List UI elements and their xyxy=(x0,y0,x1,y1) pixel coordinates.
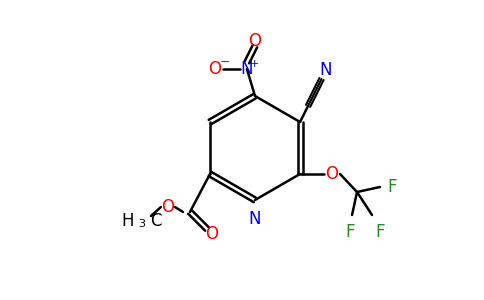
Text: O: O xyxy=(162,198,174,216)
Text: F: F xyxy=(387,178,396,196)
Text: H: H xyxy=(121,212,134,230)
Text: F: F xyxy=(375,223,385,241)
Text: N: N xyxy=(249,210,261,228)
Text: C: C xyxy=(150,212,162,230)
Text: O: O xyxy=(326,165,338,183)
Text: N: N xyxy=(241,60,253,78)
Text: F: F xyxy=(345,223,355,241)
Text: −: − xyxy=(220,56,230,69)
Text: O: O xyxy=(206,225,218,243)
Text: 3: 3 xyxy=(138,219,146,229)
Text: N: N xyxy=(320,61,332,79)
Text: +: + xyxy=(250,59,259,69)
Text: O: O xyxy=(209,60,222,78)
Text: O: O xyxy=(248,32,261,50)
